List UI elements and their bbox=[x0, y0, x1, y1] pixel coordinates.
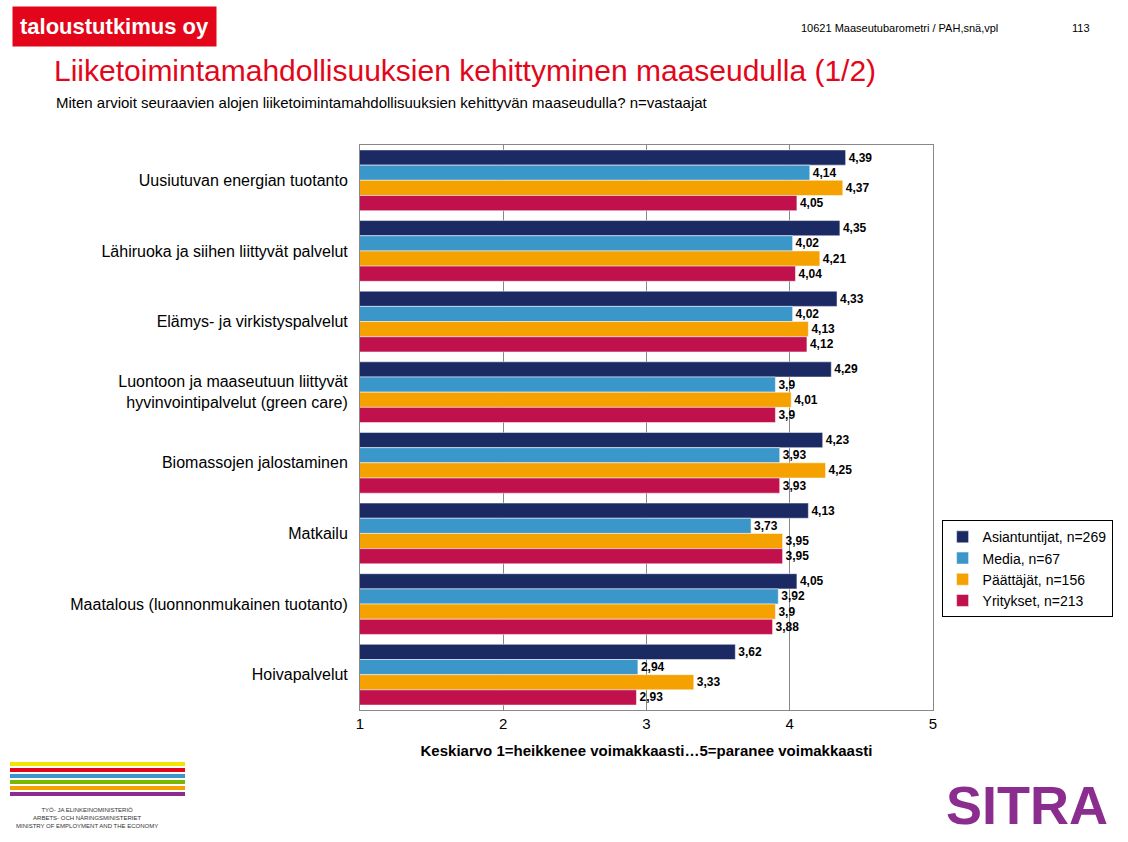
svg-text:4,13: 4,13 bbox=[811, 322, 835, 336]
svg-text:Luontoon ja maaseutuun liittyv: Luontoon ja maaseutuun liittyväthyvinvoi… bbox=[118, 373, 348, 411]
svg-text:4,37: 4,37 bbox=[846, 181, 870, 195]
svg-text:Lähiruoka ja siihen liittyvät: Lähiruoka ja siihen liittyvät palvelut bbox=[101, 243, 348, 260]
svg-text:Päättäjät, n=156: Päättäjät, n=156 bbox=[983, 572, 1086, 588]
svg-text:3,33: 3,33 bbox=[697, 675, 721, 689]
svg-text:Media, n=67: Media, n=67 bbox=[983, 551, 1061, 567]
svg-text:3,73: 3,73 bbox=[754, 519, 778, 533]
svg-text:3: 3 bbox=[642, 715, 650, 732]
svg-text:4,33: 4,33 bbox=[840, 292, 864, 306]
svg-text:Keskiarvo 1=heikkenee voimakka: Keskiarvo 1=heikkenee voimakkaasti…5=par… bbox=[421, 742, 873, 759]
svg-text:3,88: 3,88 bbox=[776, 620, 800, 634]
svg-text:Elämys- ja virkistyspalvelut: Elämys- ja virkistyspalvelut bbox=[157, 313, 349, 330]
svg-text:4,05: 4,05 bbox=[800, 196, 824, 210]
svg-text:4,02: 4,02 bbox=[796, 307, 820, 321]
svg-text:3,9: 3,9 bbox=[778, 408, 795, 422]
svg-text:4,35: 4,35 bbox=[843, 221, 867, 235]
svg-text:4,14: 4,14 bbox=[813, 166, 837, 180]
svg-text:Liiketoimintamahdollisuuksien: Liiketoimintamahdollisuuksien kehittymin… bbox=[54, 54, 876, 87]
svg-text:4,01: 4,01 bbox=[794, 393, 818, 407]
svg-text:Uusiutuvan energian tuotanto: Uusiutuvan energian tuotanto bbox=[139, 172, 348, 189]
svg-text:3,95: 3,95 bbox=[786, 534, 810, 548]
svg-text:113: 113 bbox=[1072, 22, 1090, 34]
svg-text:4,23: 4,23 bbox=[826, 433, 850, 447]
svg-text:10621 Maaseutubarometri / PAH,: 10621 Maaseutubarometri / PAH,snä,vpl bbox=[801, 22, 998, 34]
svg-text:taloustutkimus oy: taloustutkimus oy bbox=[20, 14, 209, 39]
svg-text:Matkailu: Matkailu bbox=[288, 525, 348, 542]
svg-text:4,05: 4,05 bbox=[800, 574, 824, 588]
svg-text:Biomassojen jalostaminen: Biomassojen jalostaminen bbox=[162, 454, 348, 471]
svg-text:1: 1 bbox=[356, 715, 364, 732]
svg-text:Yritykset, n=213: Yritykset, n=213 bbox=[983, 593, 1084, 609]
svg-text:4,13: 4,13 bbox=[811, 504, 835, 518]
svg-text:3,93: 3,93 bbox=[783, 448, 807, 462]
svg-text:Asiantuntijat, n=269: Asiantuntijat, n=269 bbox=[983, 529, 1107, 545]
svg-text:4,04: 4,04 bbox=[798, 267, 822, 281]
svg-text:4: 4 bbox=[786, 715, 794, 732]
svg-text:3,9: 3,9 bbox=[778, 378, 795, 392]
svg-text:2: 2 bbox=[499, 715, 507, 732]
svg-text:2,93: 2,93 bbox=[639, 690, 663, 704]
svg-text:4,25: 4,25 bbox=[829, 463, 853, 477]
svg-text:5: 5 bbox=[929, 715, 937, 732]
svg-text:3,93: 3,93 bbox=[783, 479, 807, 493]
svg-text:4,39: 4,39 bbox=[849, 151, 873, 165]
svg-text:Hoivapalvelut: Hoivapalvelut bbox=[252, 666, 349, 683]
svg-text:Maatalous (luonnonmukainen tuo: Maatalous (luonnonmukainen tuotanto) bbox=[70, 596, 348, 613]
svg-text:Miten arvioit seuraavien aloje: Miten arvioit seuraavien alojen liiketoi… bbox=[56, 94, 708, 111]
svg-text:TYÖ- JA ELINKEINOMINISTERIÖARB: TYÖ- JA ELINKEINOMINISTERIÖARBETS- OCH N… bbox=[16, 807, 158, 829]
svg-text:3,95: 3,95 bbox=[786, 549, 810, 563]
svg-text:SITRA: SITRA bbox=[946, 775, 1108, 835]
svg-text:4,02: 4,02 bbox=[796, 236, 820, 250]
svg-text:3,9: 3,9 bbox=[778, 605, 795, 619]
svg-text:3,62: 3,62 bbox=[738, 645, 762, 659]
svg-text:2,94: 2,94 bbox=[641, 660, 665, 674]
svg-text:4,21: 4,21 bbox=[823, 252, 847, 266]
svg-text:4,12: 4,12 bbox=[810, 337, 834, 351]
svg-text:4,29: 4,29 bbox=[834, 362, 858, 376]
svg-text:3,92: 3,92 bbox=[781, 589, 805, 603]
